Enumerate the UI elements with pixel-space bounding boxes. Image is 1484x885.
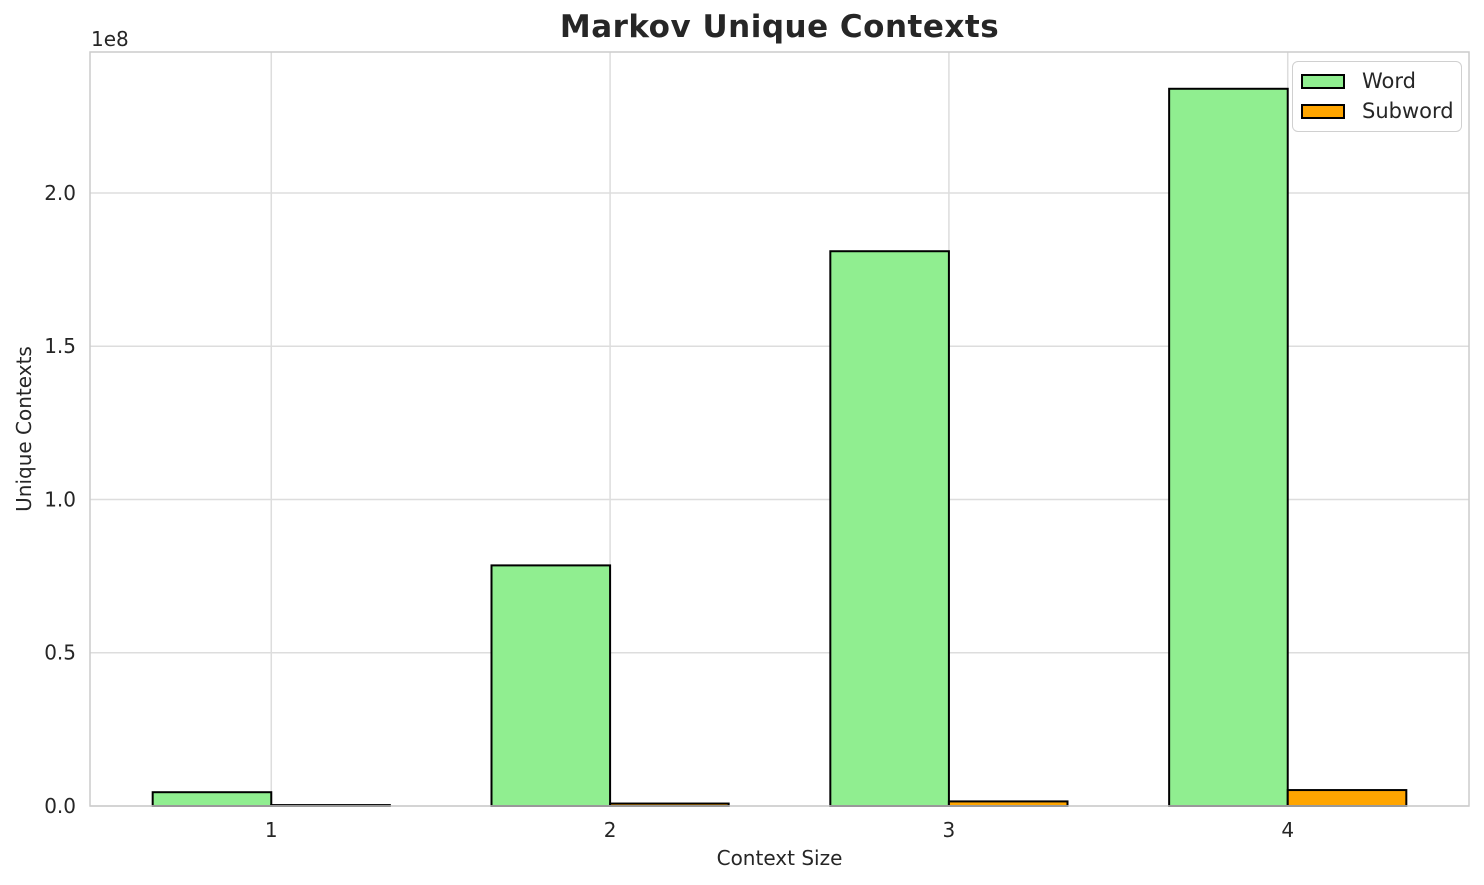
x-tick-label: 2 (604, 818, 617, 842)
bar-word-2 (490, 564, 612, 807)
legend: Word Subword (1292, 61, 1462, 132)
x-tick-label: 4 (1281, 818, 1294, 842)
y-tick-label: 0.0 (44, 794, 76, 818)
x-tick-label: 1 (265, 818, 278, 842)
x-axis-label: Context Size (716, 846, 843, 870)
y-axis-label: Unique Contexts (12, 346, 36, 512)
plot-border (89, 51, 1470, 807)
y-tick-label: 1.0 (44, 487, 76, 511)
bar-word-1 (151, 791, 273, 808)
y-tick-label: 2.0 (44, 181, 76, 205)
y-axis-offset-text: 1e8 (91, 27, 129, 51)
legend-label: Subword (1362, 99, 1454, 123)
bar-word-3 (829, 250, 950, 807)
x-tick-label: 3 (943, 818, 956, 842)
legend-swatch-subword (1301, 104, 1345, 119)
legend-item-word: Word (1301, 71, 1451, 92)
bar-subword-4 (1286, 789, 1408, 807)
legend-label: Word (1362, 69, 1416, 93)
chart-title: Markov Unique Contexts (559, 9, 1000, 45)
legend-item-subword: Subword (1301, 99, 1454, 123)
bar-word-4 (1168, 87, 1289, 807)
y-tick-label: 0.5 (44, 641, 76, 665)
y-tick-label: 1.5 (44, 334, 76, 358)
legend-swatch-word (1301, 74, 1345, 89)
